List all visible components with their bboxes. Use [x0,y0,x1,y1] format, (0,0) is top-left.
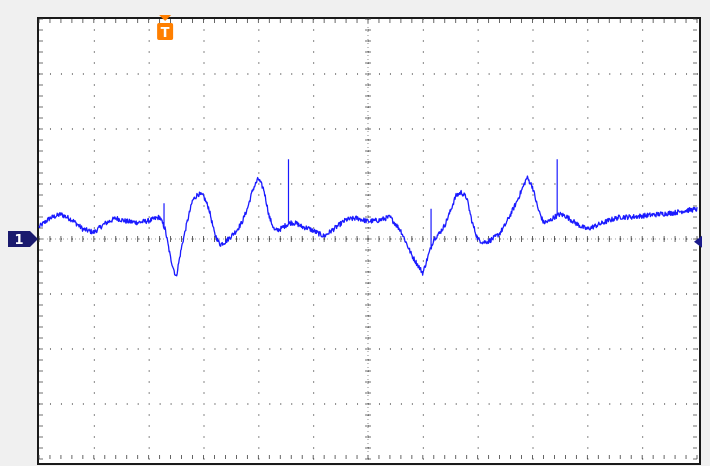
trigger-label: T [161,26,170,41]
grid-dots [39,18,698,460]
channel-1-label: 1 [14,233,23,248]
channel-1-marker [8,231,38,247]
trigger-level-marker [694,235,702,248]
trigger-position-arrow [159,15,172,21]
axis-ticks [38,18,698,460]
waveform-trace [38,175,698,277]
scope-screen [37,17,701,465]
trigger-position-marker [157,23,174,40]
